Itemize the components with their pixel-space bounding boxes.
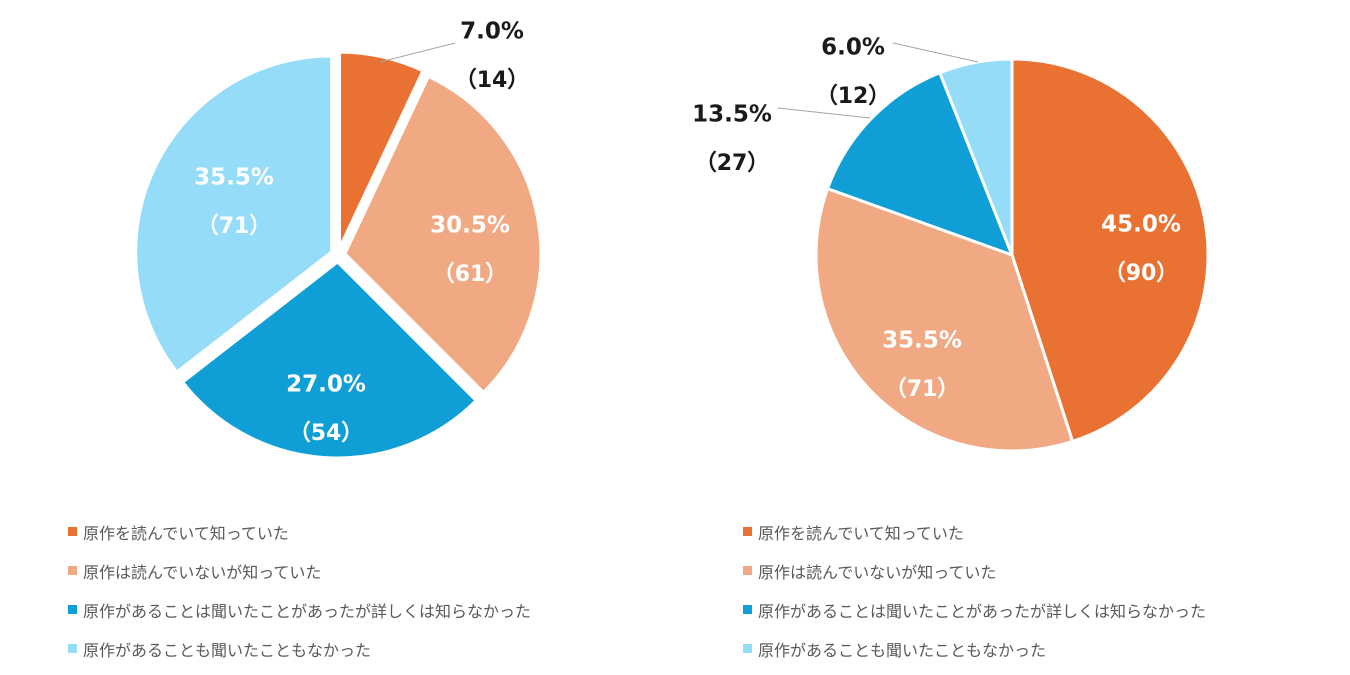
legend-label: 原作は読んでいないが知っていた xyxy=(83,562,322,582)
legend-swatch xyxy=(68,566,77,575)
legend-item: 原作があることも聞いたこともなかった xyxy=(68,629,531,668)
legend-item: 原作は読んでいないが知っていた xyxy=(68,551,531,590)
legend-right: 原作を読んでいて知っていた原作は読んでいないが知っていた原作があることは聞いたこ… xyxy=(743,512,1206,668)
count-label: （71） xyxy=(885,377,960,402)
legend-swatch xyxy=(68,527,77,536)
leader-line xyxy=(892,42,979,63)
percent-label: 45.0% xyxy=(1101,212,1181,238)
count-label: （12） xyxy=(816,84,891,109)
percent-label: 35.5% xyxy=(194,165,274,191)
legend-label: 原作を読んでいて知っていた xyxy=(758,523,964,543)
count-label: （27） xyxy=(695,151,770,176)
count-label: （61） xyxy=(433,262,508,287)
legend-swatch xyxy=(68,644,77,653)
pie-slice xyxy=(180,259,479,460)
pie-slice xyxy=(937,57,1014,256)
legend-label: 原作があることは聞いたことがあったが詳しくは知らなかった xyxy=(83,601,532,621)
pie-chart-right: 45.0% （90） 35.5% （71） 13.5% （27） 6.0% （12） xyxy=(692,35,1210,453)
leader-line xyxy=(777,107,871,119)
legend-swatch xyxy=(743,605,752,614)
legend-label: 原作を読んでいて知っていた xyxy=(83,523,289,543)
legend-swatch xyxy=(743,527,752,536)
pie-slice xyxy=(825,70,1015,258)
percent-label: 7.0% xyxy=(460,19,524,45)
pie-slice xyxy=(338,50,425,249)
pie-chart-left: 7.0% （14） 30.5% （61） 27.0% （54） 35.5% （71） xyxy=(134,19,543,460)
pie-slice xyxy=(343,74,543,395)
legend-item: 原作は読んでいないが知っていた xyxy=(743,551,1206,590)
legend-swatch xyxy=(68,605,77,614)
percent-label: 13.5% xyxy=(692,102,772,128)
leader-line xyxy=(379,42,456,63)
legend-label: 原作があることも聞いたこともなかった xyxy=(758,640,1047,660)
count-label: （90） xyxy=(1104,261,1179,286)
legend-item: 原作があることも聞いたこともなかった xyxy=(743,629,1206,668)
percent-label: 27.0% xyxy=(286,372,366,398)
legend-item: 原作を読んでいて知っていた xyxy=(743,512,1206,551)
legend-item: 原作があることは聞いたことがあったが詳しくは知らなかった xyxy=(68,590,531,629)
legend-label: 原作は読んでいないが知っていた xyxy=(758,562,997,582)
percent-label: 6.0% xyxy=(821,35,885,61)
legend-item: 原作があることは聞いたことがあったが詳しくは知らなかった xyxy=(743,590,1206,629)
legend-swatch xyxy=(743,644,752,653)
pie-slice xyxy=(134,54,334,375)
legend-left: 原作を読んでいて知っていた原作は読んでいないが知っていた原作があることは聞いたこ… xyxy=(68,512,531,668)
legend-swatch xyxy=(743,566,752,575)
percent-label: 35.5% xyxy=(882,328,962,354)
pie-slice xyxy=(1010,57,1210,444)
count-label: （54） xyxy=(289,421,364,446)
legend-label: 原作があることも聞いたこともなかった xyxy=(83,640,372,660)
percent-label: 30.5% xyxy=(430,213,510,239)
count-label: （14） xyxy=(455,68,530,93)
count-label: （71） xyxy=(197,214,272,239)
legend-item: 原作を読んでいて知っていた xyxy=(68,512,531,551)
legend-label: 原作があることは聞いたことがあったが詳しくは知らなかった xyxy=(758,601,1207,621)
